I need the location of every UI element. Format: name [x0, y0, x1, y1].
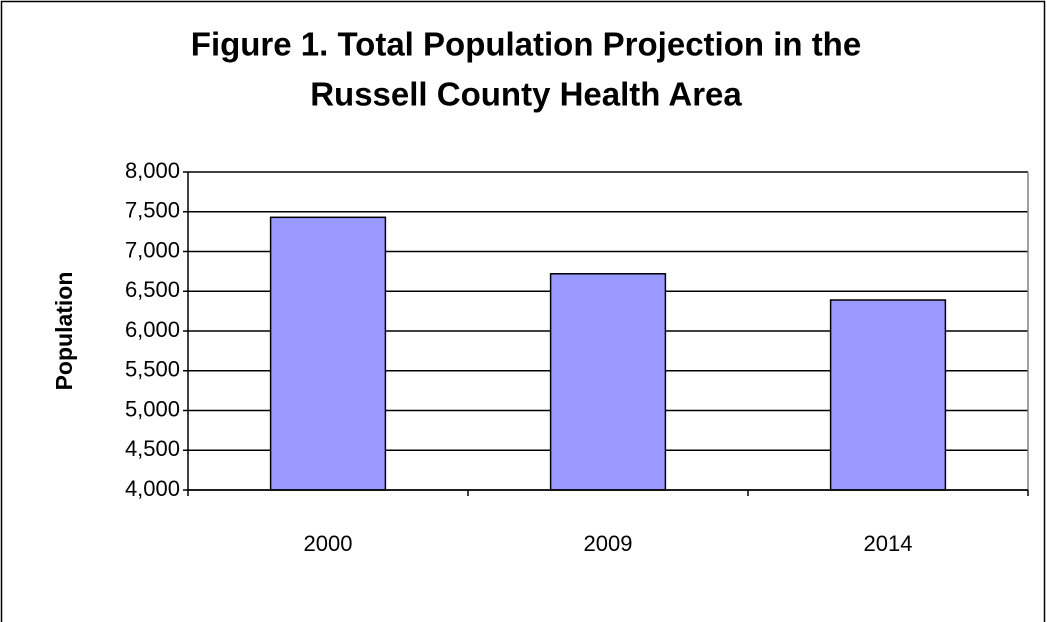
y-tick-label: 6,000 [125, 317, 180, 342]
y-tick-label: 4,000 [125, 476, 180, 501]
y-tick-label: 5,500 [125, 357, 180, 382]
bar [829, 299, 947, 491]
y-tick-label: 5,000 [125, 396, 180, 421]
y-tick-label: 8,000 [125, 158, 180, 183]
y-tick-label: 6,500 [125, 277, 180, 302]
chart-title: Russell County Health Area [310, 76, 742, 113]
x-tick-label: 2014 [864, 531, 913, 556]
bar [269, 216, 387, 491]
x-tick-label: 2000 [304, 531, 353, 556]
y-tick-label: 7,000 [125, 237, 180, 262]
y-tick-label: 4,500 [125, 436, 180, 461]
chart-title: Figure 1. Total Population Projection in… [191, 26, 861, 63]
y-tick-label: 7,500 [125, 198, 180, 223]
x-tick-label: 2009 [584, 531, 633, 556]
y-axis-label: Population [51, 272, 77, 391]
bar [549, 273, 667, 491]
